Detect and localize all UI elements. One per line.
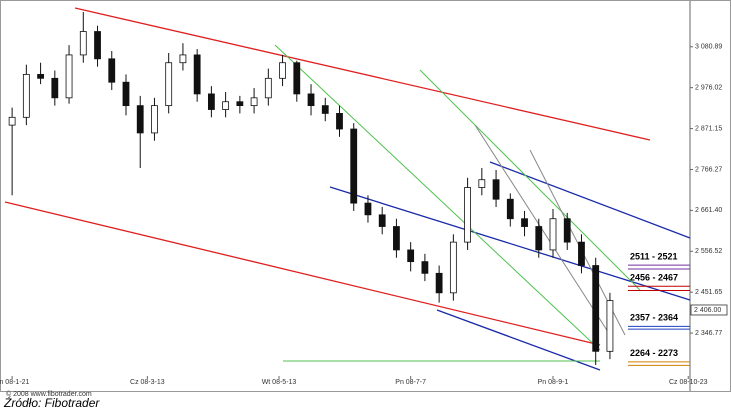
y-tick-label: 2 871.15	[695, 125, 722, 132]
candle-body	[136, 105, 144, 134]
channel-line	[4, 201, 601, 346]
candle-body	[250, 97, 258, 107]
candle-body	[37, 74, 44, 79]
zone-label: 2456 - 2467	[630, 273, 678, 283]
candle-body	[563, 218, 571, 243]
y-tick-label: 2 451.65	[695, 289, 722, 296]
channel-line	[489, 161, 691, 239]
candle-body	[364, 202, 372, 216]
candle-body	[307, 93, 315, 107]
candle-body	[264, 77, 272, 99]
candle-body	[421, 261, 429, 274]
candle-body	[236, 101, 244, 107]
candle-body	[449, 241, 457, 294]
candle-body	[321, 105, 329, 114]
fan-line	[419, 69, 641, 291]
candle-body	[207, 93, 215, 110]
candle-body	[293, 62, 301, 95]
candle-body	[535, 226, 543, 251]
y-tick-label: 2 976.02	[695, 85, 722, 92]
candle-body	[8, 116, 16, 126]
candle-body	[578, 241, 585, 266]
candle-body	[407, 249, 415, 263]
zone-label: 2264 - 2273	[630, 348, 678, 358]
trend-lines	[4, 7, 691, 371]
x-tick-label: Pn 08-1-21	[0, 379, 30, 386]
candle-body	[222, 101, 230, 110]
fan-line	[474, 124, 611, 336]
y-tick-label: 2 346.77	[695, 330, 722, 337]
x-tick-label: Pn 08-9-1	[538, 379, 569, 386]
candle-body	[521, 218, 528, 227]
candle-body	[179, 54, 187, 64]
candle-body	[22, 74, 30, 118]
candle-body	[435, 272, 443, 294]
candle-body	[549, 218, 557, 251]
y-tick-label: 2 766.27	[695, 166, 722, 173]
candle-body	[592, 265, 600, 352]
x-tick-label: Wt 08-5-13	[262, 379, 297, 386]
fan-line	[274, 44, 601, 351]
x-tick-label: Pn 08-7-7	[395, 379, 426, 386]
zone-label: 2511 - 2521	[630, 252, 678, 262]
candle-body	[506, 198, 514, 220]
candle-body	[393, 226, 400, 251]
y-tick-label: 2 661.40	[695, 207, 722, 214]
x-tick-label: Cz 08-10-23	[669, 379, 708, 386]
candle-body	[165, 62, 173, 107]
candle-body	[193, 54, 201, 95]
copyright: © 2008 www.fibotrader.com	[6, 390, 92, 398]
x-tick-label: Cz 08-3-13	[130, 379, 165, 386]
candle-body	[350, 128, 358, 204]
candle-body	[464, 187, 471, 243]
candle-body	[65, 54, 73, 99]
last-price-label: 2 406.00	[694, 307, 721, 314]
source-caption: Źródło: Fibotrader	[3, 395, 100, 410]
candle-body	[122, 81, 130, 107]
candle-body	[492, 179, 500, 200]
zone-label: 2357 - 2364	[630, 313, 678, 323]
channel-line	[436, 309, 601, 371]
candle-body	[79, 31, 87, 56]
candle-body	[279, 62, 286, 79]
y-tick-label: 2 556.52	[695, 248, 722, 255]
candle-body	[378, 214, 386, 227]
y-tick-label: 3 080.89	[695, 44, 722, 51]
last-price-box	[690, 304, 728, 316]
channel-line	[329, 186, 691, 301]
candle-body	[606, 300, 614, 352]
candle-body	[151, 105, 158, 134]
channel-line	[74, 7, 651, 141]
candle-body	[336, 113, 343, 130]
candle-body	[51, 77, 59, 99]
candle-body	[478, 179, 486, 188]
candle-body	[94, 31, 101, 60]
candle-body	[108, 58, 116, 83]
